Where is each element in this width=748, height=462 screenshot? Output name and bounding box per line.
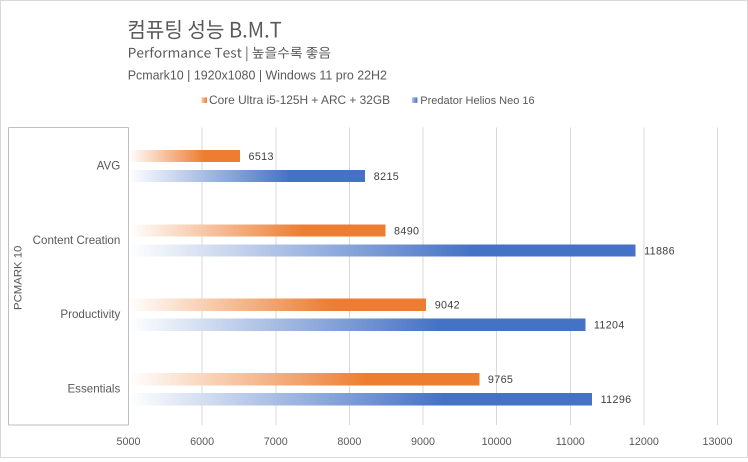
svg-text:PCMARK 10: PCMARK 10 <box>12 246 24 310</box>
svg-text:9000: 9000 <box>411 436 435 448</box>
svg-text:13000: 13000 <box>703 436 733 448</box>
svg-text:6000: 6000 <box>190 436 214 448</box>
svg-text:11886: 11886 <box>644 245 675 257</box>
svg-text:Productivity: Productivity <box>60 308 120 321</box>
svg-text:12000: 12000 <box>629 436 659 448</box>
svg-text:8490: 8490 <box>394 225 419 237</box>
svg-text:Essentials: Essentials <box>67 383 120 396</box>
svg-text:8215: 8215 <box>374 171 399 183</box>
svg-text:Content Creation: Content Creation <box>33 234 121 247</box>
svg-text:Pcmark10 | 1920x1080 | Windows: Pcmark10 | 1920x1080 | Windows 11 pro 22… <box>128 69 387 83</box>
svg-text:AVG: AVG <box>97 160 121 173</box>
svg-text:6513: 6513 <box>248 151 273 163</box>
svg-text:Core Ultra i5-125H + ARC + 32G: Core Ultra i5-125H + ARC + 32GB <box>209 93 390 107</box>
svg-text:7000: 7000 <box>264 436 288 448</box>
svg-text:Predator Helios Neo 16: Predator Helios Neo 16 <box>420 95 534 107</box>
svg-text:11000: 11000 <box>556 436 585 448</box>
svg-text:9042: 9042 <box>435 300 460 312</box>
svg-text:11204: 11204 <box>594 320 625 332</box>
svg-text:9765: 9765 <box>488 374 513 386</box>
svg-text:5000: 5000 <box>117 436 141 448</box>
svg-text:11296: 11296 <box>601 394 632 406</box>
svg-text:10000: 10000 <box>482 436 512 448</box>
svg-text:8000: 8000 <box>337 436 361 448</box>
